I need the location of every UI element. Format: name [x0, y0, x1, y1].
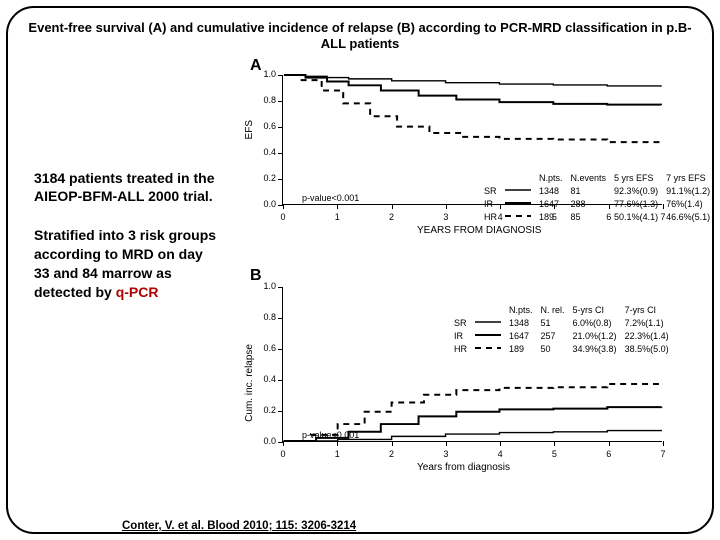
panel-b-xlabel: Years from diagnosis [417, 462, 510, 473]
panel-b-label: B [250, 267, 262, 285]
slide-frame: Event-free survival (A) and cumulative i… [6, 6, 714, 534]
panel-a-legend: N.pts.N.events5 yrs EFS7 yrs EFSSR134881… [482, 171, 718, 226]
panel-a-xlabel: YEARS FROM DIAGNOSIS [417, 225, 541, 236]
panel-a-pvalue: p-value<0.001 [302, 193, 359, 203]
panel-b-legend: N.pts.N. rel.5-yrs CI7-yrs CISR1348516.0… [452, 303, 677, 358]
panel-a-ylabel: EFS [244, 120, 255, 139]
sidebar-para-2b: q-PCR [116, 284, 159, 300]
panel-b-ylabel: Cum. inc. relapse [244, 344, 255, 422]
content-row: 3184 patients treated in the AIEOP-BFM-A… [22, 59, 698, 499]
sidebar-para-2: Stratified into 3 risk groups according … [34, 226, 222, 302]
panel-b: B Cum. inc. relapse 012345670.00.20.40.6… [222, 269, 698, 499]
sidebar-text: 3184 patients treated in the AIEOP-BFM-A… [22, 59, 222, 499]
panel-a-label: A [250, 57, 262, 75]
panel-a: A EFS 012345670.00.20.40.60.81.0 YEARS F… [222, 59, 698, 269]
citation-text: Conter, V. et al. Blood 2010; 115: 3206-… [122, 520, 356, 532]
panel-b-pvalue: p-value<0.001 [302, 430, 359, 440]
sidebar-para-1: 3184 patients treated in the AIEOP-BFM-A… [34, 169, 222, 207]
figure-column: A EFS 012345670.00.20.40.60.81.0 YEARS F… [222, 59, 698, 499]
slide-title: Event-free survival (A) and cumulative i… [22, 20, 698, 53]
